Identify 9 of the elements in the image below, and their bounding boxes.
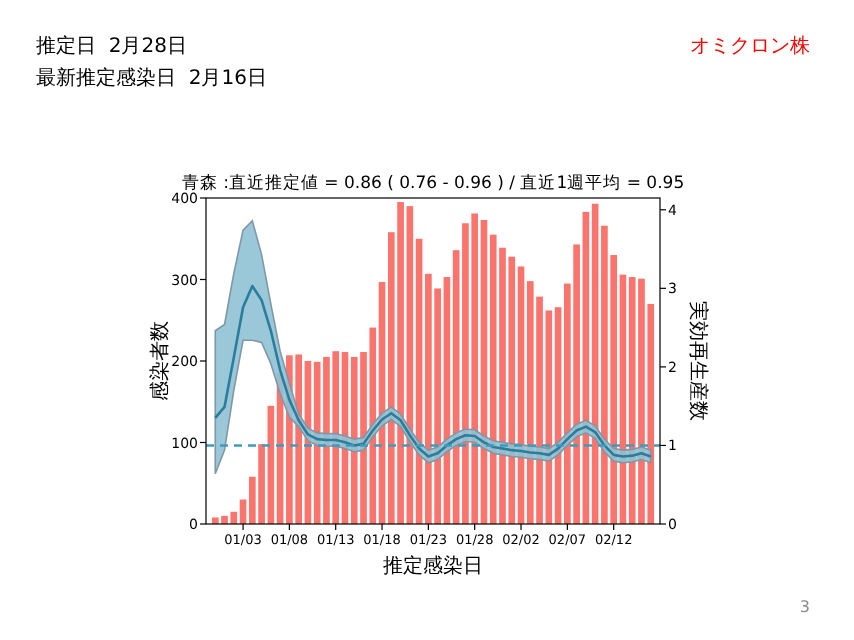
text: 推定日 2月28日	[36, 34, 187, 58]
chart-title: 青森 :直近推定値 = 0.86 ( 0.76 - 0.96 ) / 直近1週平均 = 0.95	[181, 172, 685, 194]
x-axis-title: 推定感染日	[383, 554, 483, 578]
y-axis-title: 感染者数	[148, 321, 172, 401]
y2-axis-title: 実効再生産数	[686, 301, 710, 421]
text: 最新推定感染日 2月16日	[36, 66, 267, 90]
line-series	[213, 284, 653, 458]
text: 3	[799, 598, 810, 616]
text: オミクロン株	[690, 34, 810, 58]
